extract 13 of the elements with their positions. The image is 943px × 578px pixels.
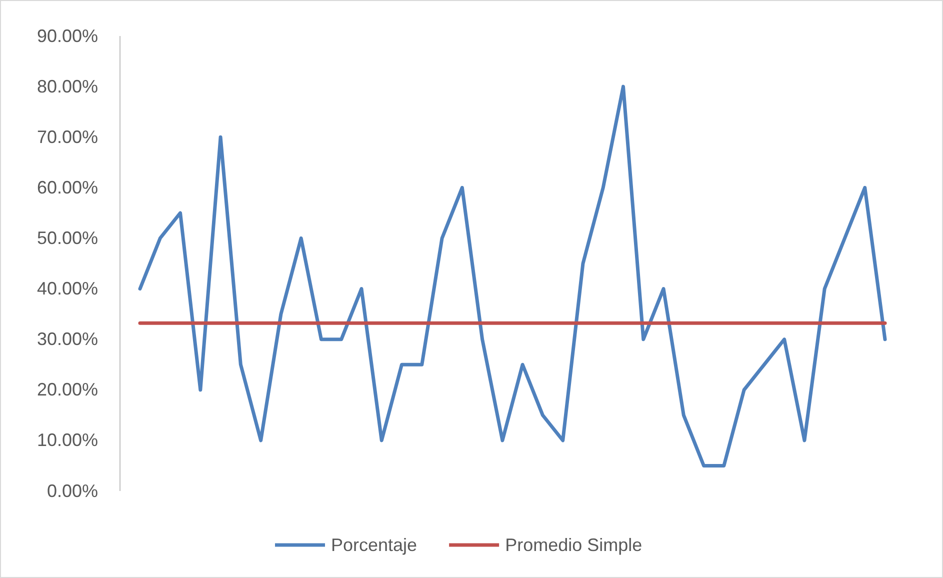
- y-tick-label: 80.00%: [36, 76, 98, 96]
- y-tick-label: 0.00%: [46, 480, 98, 501]
- legend-label: Porcentaje: [331, 535, 418, 555]
- y-tick-label: 90.00%: [36, 26, 98, 46]
- y-tick-label: 30.00%: [36, 329, 98, 350]
- legend-label: Promedio Simple: [505, 535, 642, 555]
- y-tick-label: 50.00%: [36, 228, 98, 248]
- y-tick-label: 60.00%: [36, 177, 98, 198]
- y-tick-label: 40.00%: [36, 278, 98, 299]
- line-series: [138, 84, 887, 468]
- y-tick-label: 10.00%: [36, 430, 98, 450]
- y-tick-label: 70.00%: [36, 126, 98, 147]
- y-tick-label: 20.00%: [36, 380, 98, 400]
